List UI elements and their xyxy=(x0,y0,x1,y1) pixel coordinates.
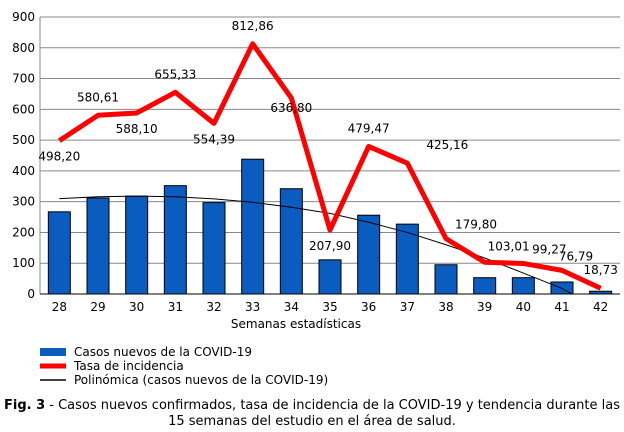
x-tick-label: 31 xyxy=(168,300,183,314)
x-tick-label: 34 xyxy=(284,300,299,314)
caption-text: - Casos nuevos confirmados, tasa de inci… xyxy=(45,398,620,429)
data-label: 103,01 xyxy=(488,239,530,253)
y-tick-label: 600 xyxy=(12,102,35,116)
bar xyxy=(86,197,110,295)
bar xyxy=(511,277,535,295)
data-label: 207,90 xyxy=(309,239,351,253)
legend-swatch-bars xyxy=(40,348,66,356)
y-tick-label: 700 xyxy=(12,72,35,86)
x-tick-label: 28 xyxy=(52,300,67,314)
data-label: 76,79 xyxy=(559,249,593,263)
legend-label: Casos nuevos de la COVID-19 xyxy=(74,345,252,359)
caption-label: Fig. 3 xyxy=(3,398,46,413)
y-tick-label: 800 xyxy=(12,41,35,55)
y-tick-label: 0 xyxy=(27,287,35,301)
x-tick-label: 37 xyxy=(400,300,415,314)
y-tick-label: 400 xyxy=(12,164,35,178)
bar xyxy=(202,202,226,295)
data-label: 179,80 xyxy=(455,218,497,232)
x-tick-label: 33 xyxy=(245,300,260,314)
data-label: 554,39 xyxy=(193,132,235,146)
data-label: 18,73 xyxy=(583,263,617,277)
data-label: 655,33 xyxy=(154,67,196,81)
bar xyxy=(279,188,303,295)
data-label: 479,47 xyxy=(348,121,390,135)
bar xyxy=(241,158,265,295)
x-axis-title: Semanas estadísticas xyxy=(231,317,361,331)
x-tick-label: 40 xyxy=(516,300,531,314)
legend-label: Tasa de incidencia xyxy=(73,359,184,373)
data-label: 498,20 xyxy=(38,150,80,164)
x-tick-label: 38 xyxy=(438,300,453,314)
incidence-line xyxy=(57,41,602,291)
x-tick-label: 35 xyxy=(322,300,337,314)
y-tick-label: 200 xyxy=(12,225,35,239)
x-tick-label: 29 xyxy=(90,300,105,314)
bar xyxy=(47,211,71,295)
x-tick-label: 36 xyxy=(361,300,376,314)
y-tick-label: 100 xyxy=(12,256,35,270)
x-tick-label: 42 xyxy=(593,300,608,314)
x-tick-label: 39 xyxy=(477,300,492,314)
legend-label: Polinómica (casos nuevos de la COVID-19) xyxy=(74,373,328,387)
data-label: 812,86 xyxy=(232,19,274,33)
data-label: 636,80 xyxy=(270,101,312,115)
trend-line xyxy=(59,195,573,295)
y-tick-label: 500 xyxy=(12,133,35,147)
data-label: 99,27 xyxy=(532,242,566,256)
chart: 0 100 200 300 400 500 600 700 800 900 28 29 30 31 32 33… xyxy=(12,10,620,387)
x-tick-label: 30 xyxy=(129,300,144,314)
x-tick-label: 32 xyxy=(206,300,221,314)
bar xyxy=(357,214,381,295)
bar xyxy=(318,259,342,295)
data-label: 580,61 xyxy=(77,90,119,104)
data-label: 425,16 xyxy=(426,138,468,152)
bar xyxy=(434,264,458,295)
y-tick-label: 300 xyxy=(12,195,35,209)
y-tick-label: 900 xyxy=(12,10,35,24)
figure-caption: Fig. 3 - Casos nuevos confirmados, tasa … xyxy=(0,398,624,430)
data-label: 588,10 xyxy=(116,122,158,136)
x-tick-label: 41 xyxy=(554,300,569,314)
bar xyxy=(473,277,497,295)
bar xyxy=(163,185,187,295)
bar xyxy=(125,195,149,295)
